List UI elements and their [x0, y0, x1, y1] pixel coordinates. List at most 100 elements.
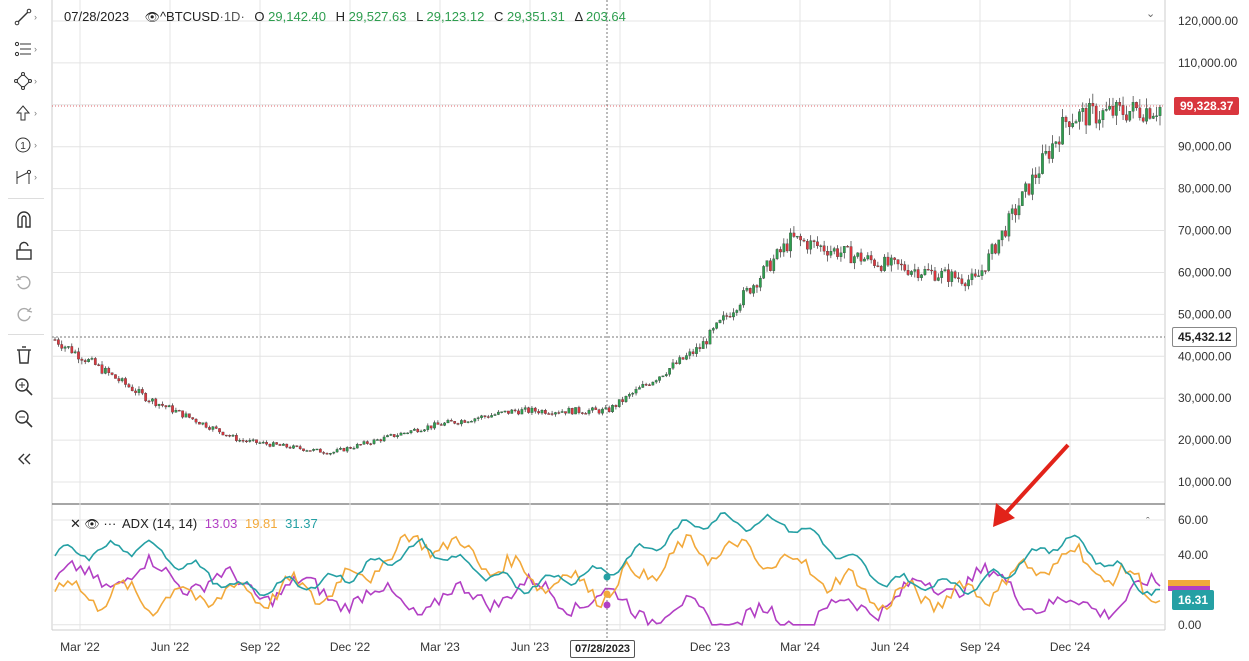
candle-body	[842, 246, 846, 254]
candle-body	[466, 421, 470, 423]
eye-icon[interactable]: 👁	[144, 10, 160, 24]
trend-line-tool[interactable]: ›	[14, 4, 46, 30]
arrow-up-icon	[15, 105, 31, 121]
candle-body	[1024, 183, 1028, 192]
candle-body	[187, 413, 191, 418]
delete-button[interactable]	[14, 342, 46, 368]
arrow-tool[interactable]: ›	[14, 100, 46, 126]
symbol-label[interactable]: ^BTCUSD	[159, 9, 220, 24]
candle-body	[295, 445, 299, 447]
candle-body	[184, 413, 188, 418]
candle-body	[920, 274, 923, 278]
candle-body	[144, 393, 148, 402]
candle-body	[302, 448, 305, 451]
fib-lines-icon	[14, 41, 31, 57]
candle-body	[399, 432, 403, 436]
candle-body	[214, 426, 218, 429]
y-tick-label: 90,000.00	[1178, 140, 1232, 154]
candle-body	[127, 384, 131, 388]
candle-body	[1088, 103, 1091, 126]
candle-body	[856, 252, 860, 257]
candle-body	[987, 253, 991, 271]
fib-tool[interactable]: ›	[14, 36, 46, 62]
candle-body	[1014, 208, 1017, 216]
candle-body	[769, 260, 772, 271]
candle-body	[950, 271, 954, 282]
adx-value-tag: 16.31	[1172, 590, 1215, 610]
collapse-toolbar-button[interactable]	[14, 446, 46, 472]
undo-icon	[15, 275, 31, 290]
candle-body	[470, 421, 473, 423]
candle-body	[1084, 108, 1088, 126]
candle-body	[429, 425, 433, 429]
undo-button[interactable]	[14, 270, 46, 296]
candle-body	[614, 405, 618, 407]
close-label: C	[493, 9, 504, 24]
annotation-tool[interactable]: 1 ›	[14, 132, 46, 158]
candle-body	[1067, 121, 1071, 127]
candle-body	[90, 358, 94, 360]
candle-body	[305, 450, 309, 452]
candle-body	[120, 378, 124, 382]
trend-line-icon	[14, 8, 32, 26]
chevron-down-icon[interactable]: ⌄	[1146, 8, 1156, 20]
close-icon[interactable]: ✕	[70, 516, 81, 531]
chevron-up-icon[interactable]: ˆ	[1146, 516, 1150, 528]
candle-body	[863, 258, 866, 262]
y-tick-label: 60,000.00	[1178, 265, 1232, 279]
indicator-name: ADX (14, 14)	[122, 516, 198, 531]
candle-body	[265, 442, 268, 445]
zoom-in-button[interactable]	[14, 374, 46, 400]
candle-body	[792, 232, 796, 237]
candle-body	[587, 410, 591, 414]
candle-body	[752, 285, 755, 294]
candle-body	[177, 410, 181, 412]
candle-body	[1010, 208, 1014, 214]
more-icon[interactable]: ···	[103, 516, 117, 531]
candle-body	[460, 420, 463, 425]
candle-body	[638, 387, 641, 390]
candle-body	[758, 278, 762, 288]
candle-body	[1108, 106, 1111, 110]
candle-body	[157, 403, 161, 406]
crosshair-price-tag: 45,432.12	[1172, 327, 1238, 347]
candle-body	[812, 240, 816, 242]
candle-body	[846, 246, 849, 248]
measure-tool[interactable]: ›	[14, 164, 46, 190]
candle-body	[789, 232, 792, 252]
y-tick-label: 30,000.00	[1178, 391, 1232, 405]
candle-body	[486, 416, 490, 418]
candle-body	[171, 405, 174, 413]
candle-body	[456, 423, 460, 425]
candle-body	[550, 413, 554, 415]
chevron-right-icon: ›	[34, 172, 37, 182]
shape-tool[interactable]: ›	[14, 68, 46, 94]
lock-button[interactable]	[14, 238, 46, 264]
x-tick-label: Jun '23	[511, 640, 550, 654]
candle-body	[409, 430, 413, 434]
zoom-out-button[interactable]	[14, 406, 46, 432]
candle-body	[372, 439, 376, 444]
candle-body	[994, 244, 997, 254]
candle-body	[221, 431, 225, 436]
candle-body	[77, 351, 80, 360]
candle-body	[849, 246, 853, 264]
eye-icon[interactable]: 👁	[84, 517, 100, 531]
magnet-button[interactable]	[14, 206, 46, 232]
candle-body	[805, 240, 809, 250]
candle-body	[738, 304, 742, 311]
indicator-legend: ✕ 👁 ··· ADX (14, 14) 13.03 19.81 31.37	[70, 516, 318, 532]
annotation-arrow-shaft	[1002, 443, 1070, 517]
redo-button[interactable]	[14, 302, 46, 328]
candle-body	[732, 312, 735, 318]
candle-body	[1074, 121, 1078, 124]
candle-body	[584, 413, 588, 415]
candle-body	[235, 435, 238, 441]
candle-body	[886, 256, 890, 266]
candle-body	[624, 396, 628, 402]
candle-body	[60, 344, 64, 349]
interval-label[interactable]: ·1D·	[219, 9, 245, 24]
candle-body	[513, 409, 517, 412]
candle-body	[161, 403, 164, 406]
